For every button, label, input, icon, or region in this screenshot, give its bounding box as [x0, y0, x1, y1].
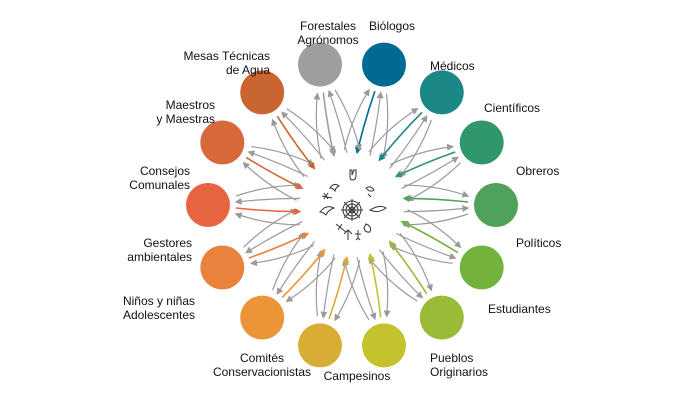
node-label-maestros: Maestros y Maestras [156, 98, 215, 126]
connection-arrow [234, 197, 301, 205]
node-circle-estudiantes [419, 295, 464, 340]
leaf-icon [368, 205, 387, 213]
dragonfly-small-icon [335, 223, 347, 233]
connection-arrow [390, 143, 454, 166]
connection-arrow [399, 119, 432, 178]
connection-arrow [403, 205, 470, 213]
connection-arrow [327, 89, 348, 153]
connection-arrow [234, 212, 301, 226]
connection-arrow [235, 181, 302, 197]
node-circle-gestores-ambientales [186, 183, 230, 227]
web-of-life-icon [318, 169, 387, 241]
leaf-bird-icon [318, 206, 336, 216]
connection-arrow [243, 208, 298, 248]
connection-arrow [245, 156, 304, 190]
connection-arrow [367, 252, 382, 318]
spider-web-icon [341, 199, 363, 221]
connection-arrow [322, 92, 337, 158]
connection-arrow [402, 213, 469, 229]
connection-arrow [276, 115, 316, 170]
connection-arrow [368, 107, 419, 153]
connection-arrow [380, 93, 389, 161]
shell-icon [363, 223, 371, 233]
connection-arrow [271, 118, 305, 178]
insect-icon [365, 186, 375, 198]
connection-arrow [403, 184, 470, 198]
node-label-mesas-tecnicas: Mesas Técnicas de Agua [184, 49, 271, 77]
node-label-obreros: Obreros [516, 164, 559, 178]
node-label-ninos-adolescentes: Niños y niñas Adolescentes [123, 294, 195, 322]
connection-arrow [402, 194, 469, 203]
node-circle-pueblos-originarios [362, 323, 406, 368]
node-circle-cientificos [459, 120, 504, 165]
connection-arrow [285, 257, 336, 303]
connection-arrow [388, 240, 428, 295]
node-circle-consejos-comunales [200, 120, 245, 165]
connection-arrow [313, 92, 322, 159]
connection-arrow [368, 256, 418, 302]
connection-arrow [315, 249, 324, 317]
dragonfly-icon [321, 192, 333, 200]
nodes-layer [186, 42, 518, 368]
node-label-estudiantes: Estudiantes [488, 302, 551, 316]
node-label-campesinos: Campesinos [324, 369, 391, 383]
connection-arrow [406, 162, 461, 202]
node-label-cientificos: Científicos [484, 101, 540, 115]
node-circle-mesas-tecnicas [298, 42, 342, 87]
connection-arrow [248, 232, 310, 259]
figure-icon [355, 230, 361, 241]
connection-arrow [342, 258, 370, 321]
node-circle-forestales [362, 42, 406, 87]
connection-arrow [400, 220, 459, 254]
connection-arrow [394, 151, 456, 178]
node-circle-politicos [459, 245, 504, 290]
node-circle-medicos [419, 70, 464, 115]
arrows-layer [234, 88, 470, 322]
connection-arrow [407, 209, 462, 249]
connection-arrow [382, 251, 391, 318]
node-circle-obreros [474, 183, 518, 227]
connection-arrow [286, 108, 336, 154]
node-circle-campesinos [298, 323, 342, 368]
connection-arrow [281, 248, 326, 299]
connection-arrow [334, 89, 362, 152]
connection-arrow [328, 255, 350, 320]
node-circle-maestros [240, 70, 285, 115]
hand-icon [349, 169, 357, 181]
connection-arrow [242, 161, 297, 201]
tree-icon [343, 229, 353, 240]
node-label-forestales-extra: Biólogos [369, 19, 415, 33]
labels-layer: Forestales Agrónomos Biólogos Médicos Cientí… [123, 19, 561, 383]
connection-arrow [272, 232, 305, 291]
node-label-medicos: Médicos [430, 59, 475, 73]
node-label-consejos-comunales: Consejos Comunales [129, 164, 190, 192]
bird-icon [329, 183, 341, 193]
node-label-politicos: Políticos [516, 236, 561, 250]
connection-arrow [378, 111, 423, 162]
node-label-comites-conservacionistas: Comités Conservacionistas [213, 351, 311, 379]
node-label-forestales: Forestales Agrónomos [297, 19, 358, 47]
connection-arrow [334, 259, 361, 322]
connection-arrow [235, 207, 302, 216]
connection-arrow [399, 232, 433, 292]
node-label-pueblos-originarios: Pueblos Originarios [430, 351, 488, 379]
node-circle-ninos-adolescentes [200, 245, 245, 290]
node-label-gestores-ambientales: Gestores ambientales [127, 236, 192, 264]
connection-arrow [250, 244, 314, 267]
connection-arrow [343, 88, 370, 151]
node-circle-comites-conservacionistas [240, 295, 285, 340]
